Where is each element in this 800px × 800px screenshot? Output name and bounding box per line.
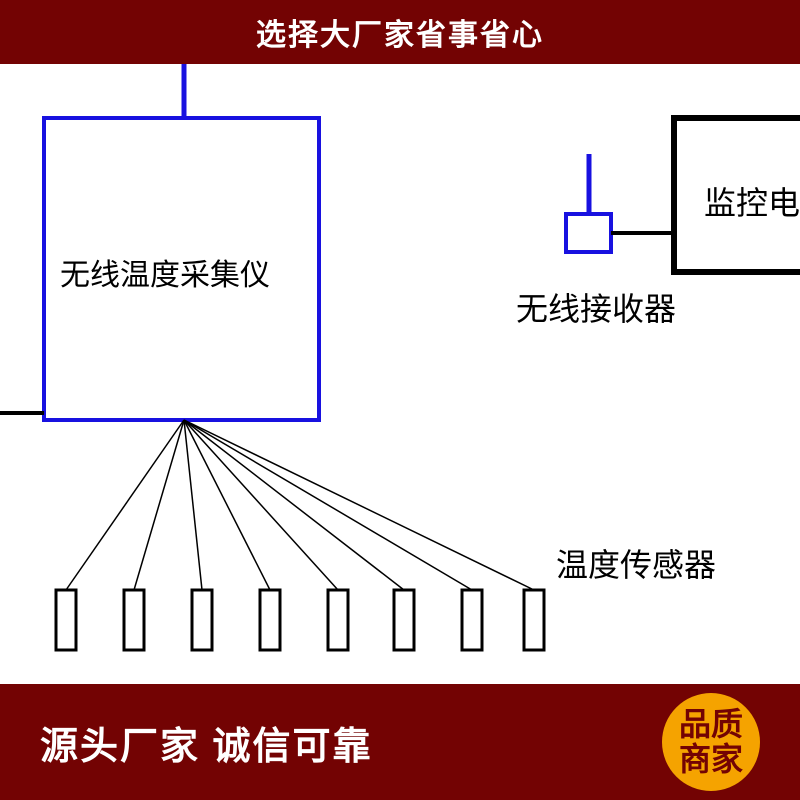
sensor-line	[184, 420, 534, 590]
receiver-box	[566, 214, 611, 252]
sensor-rect	[124, 590, 144, 650]
sensor-line	[184, 420, 202, 590]
bottom-banner-text: 源头厂家 诚信可靠	[40, 715, 373, 770]
sensor-label: 温度传感器	[556, 540, 716, 586]
badge-line1: 品质	[679, 707, 743, 742]
sensor-rect	[260, 590, 280, 650]
system-diagram	[0, 0, 800, 800]
badge-line2: 商家	[679, 742, 743, 777]
sensor-line	[184, 420, 338, 590]
receiver-label: 无线接收器	[516, 284, 676, 330]
sensor-rect	[524, 590, 544, 650]
collector-label: 无线温度采集仪	[60, 250, 270, 294]
sensor-line	[134, 420, 184, 590]
quality-badge: 品质 商家	[662, 693, 760, 791]
sensor-rect	[328, 590, 348, 650]
sensor-rect	[462, 590, 482, 650]
monitor-label: 监控电	[704, 178, 800, 224]
sensor-line	[66, 420, 184, 590]
sensor-rect	[56, 590, 76, 650]
sensor-rect	[192, 590, 212, 650]
sensor-fanout	[56, 420, 544, 650]
sensor-line	[184, 420, 404, 590]
bottom-banner: 源头厂家 诚信可靠 品质 商家	[0, 684, 800, 800]
sensor-rect	[394, 590, 414, 650]
canvas: 选择大厂家省事省心 无线温度采集仪 监控电 无线接收器 温度传感器 源头厂家 诚…	[0, 0, 800, 800]
